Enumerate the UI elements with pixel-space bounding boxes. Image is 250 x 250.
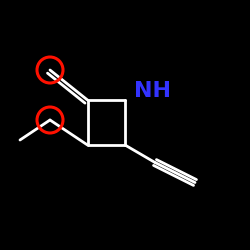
Text: NH: NH: [134, 81, 171, 101]
Text: NH: NH: [134, 81, 171, 101]
